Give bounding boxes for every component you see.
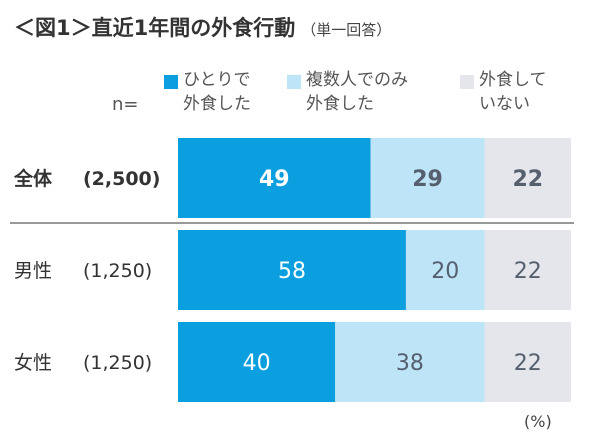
legend-item-alone: ひとりで 外食した (164, 68, 251, 116)
legend-label-none: 外食して いない (479, 68, 547, 116)
bar-alone-2 (178, 230, 406, 310)
chart-title: ＜図1＞直近1年間の外食行動 （単一回答） (14, 12, 391, 42)
bar-none-2 (484, 230, 571, 310)
value-label-alone-1: 49 (259, 167, 290, 192)
category-n-2: (1,250) (83, 260, 152, 282)
value-label-none-1: 22 (512, 167, 543, 192)
legend-label-alone: ひとりで 外食した (183, 68, 251, 116)
bar-alone-3 (178, 322, 336, 402)
bar-group-2 (405, 230, 485, 310)
legend-label-alone-line2: 外食した (183, 94, 251, 114)
legend-item-none: 外食して いない (460, 68, 547, 116)
category-label-1: 全体 (13, 167, 53, 190)
legend-item-group: 複数人でのみ 外食した (287, 68, 408, 116)
legend-label-group: 複数人でのみ 外食した (306, 68, 408, 116)
value-label-group-1: 29 (412, 167, 443, 192)
legend-swatch-group (287, 75, 301, 89)
bar-group-3 (335, 322, 485, 402)
category-n-1: (2,500) (83, 168, 160, 190)
bar-none-3 (484, 322, 571, 402)
chart-title-text: ＜図1＞直近1年間の外食行動 (14, 16, 296, 40)
category-n-3: (1,250) (83, 352, 152, 374)
unit-label: (%) (524, 412, 552, 431)
value-label-none-2: 22 (514, 259, 542, 284)
legend-swatch-none (460, 75, 474, 89)
legend-label-group-line2: 外食した (306, 94, 374, 114)
value-label-alone-3: 40 (243, 351, 271, 376)
value-label-alone-2: 58 (278, 259, 306, 284)
bar-none-1 (484, 138, 571, 218)
chart-subtitle: （単一回答） (301, 21, 392, 39)
legend-label-group-line1: 複数人でのみ (306, 70, 408, 90)
category-label-2: 男性 (14, 260, 52, 282)
value-label-group-3: 38 (396, 351, 424, 376)
legend-label-none-line1: 外食して (479, 70, 547, 90)
value-label-none-3: 22 (514, 351, 542, 376)
legend-label-alone-line1: ひとりで (183, 70, 251, 90)
bar-group-1 (370, 138, 485, 218)
legend-swatch-alone (164, 75, 178, 89)
n-label: n= (112, 94, 139, 115)
bar-alone-1 (178, 138, 371, 218)
legend-label-none-line2: いない (479, 94, 530, 114)
value-label-group-2: 20 (431, 259, 459, 284)
category-label-3: 女性 (14, 352, 52, 374)
